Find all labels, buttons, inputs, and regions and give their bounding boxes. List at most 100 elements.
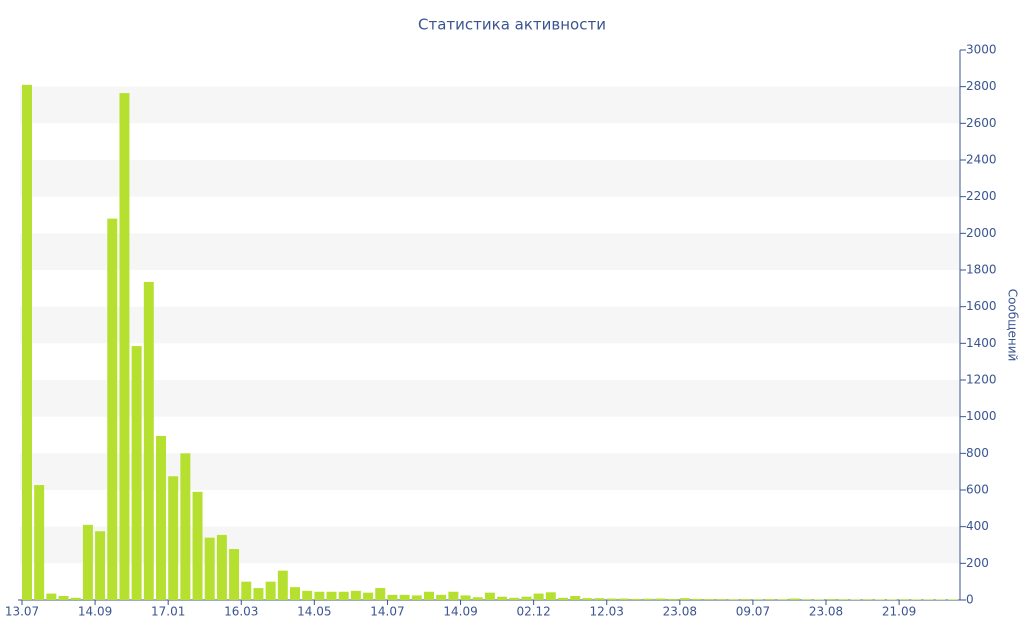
bar bbox=[338, 591, 349, 600]
bar bbox=[448, 591, 459, 600]
bar bbox=[180, 453, 191, 600]
bar bbox=[692, 598, 702, 600]
bar bbox=[229, 549, 240, 600]
bar bbox=[826, 599, 836, 600]
bar bbox=[631, 598, 642, 600]
bar bbox=[253, 588, 264, 600]
bar bbox=[34, 485, 45, 600]
bar bbox=[302, 590, 313, 600]
bar bbox=[789, 598, 800, 600]
bar bbox=[70, 597, 81, 600]
bar bbox=[570, 595, 581, 600]
bar bbox=[947, 599, 958, 600]
y-tick-label: 1000 bbox=[966, 409, 997, 423]
bar bbox=[752, 599, 763, 600]
bar bbox=[935, 599, 946, 600]
bar bbox=[740, 599, 751, 600]
bar bbox=[460, 595, 471, 600]
bar bbox=[399, 594, 410, 600]
x-tick-label: 14.05 bbox=[297, 605, 331, 619]
bar bbox=[667, 598, 678, 600]
x-tick-label: 17.01 bbox=[151, 605, 185, 619]
bar bbox=[472, 597, 483, 600]
bar bbox=[277, 570, 288, 600]
bar bbox=[82, 524, 93, 600]
bar bbox=[290, 587, 300, 600]
y-tick-label: 600 bbox=[966, 483, 989, 497]
bar bbox=[594, 598, 605, 600]
bar bbox=[533, 593, 544, 600]
y-tick-label: 200 bbox=[966, 556, 989, 570]
bar bbox=[424, 591, 434, 600]
y-tick-label: 1800 bbox=[966, 263, 997, 277]
x-tick-label: 12.03 bbox=[590, 605, 624, 619]
bar bbox=[728, 599, 739, 600]
y-tick-label: 1200 bbox=[966, 373, 997, 387]
bar bbox=[119, 93, 130, 600]
x-tick-label: 23.08 bbox=[809, 605, 843, 619]
bar bbox=[95, 531, 106, 600]
bar bbox=[375, 588, 386, 600]
y-tick-label: 2200 bbox=[966, 189, 997, 203]
grid-band bbox=[20, 233, 960, 270]
bar bbox=[679, 598, 690, 600]
bar bbox=[923, 599, 934, 600]
x-tick-label: 14.09 bbox=[443, 605, 477, 619]
bar bbox=[436, 594, 447, 600]
bar bbox=[350, 590, 361, 600]
bar bbox=[899, 599, 910, 600]
grid-band bbox=[20, 380, 960, 417]
bar bbox=[265, 581, 276, 600]
bar bbox=[655, 598, 666, 600]
y-tick-label: 2000 bbox=[966, 226, 997, 240]
y-tick-label: 400 bbox=[966, 519, 989, 533]
chart-title: Статистика активности bbox=[418, 16, 606, 34]
grid-band bbox=[20, 160, 960, 197]
bar bbox=[777, 599, 788, 600]
bar bbox=[886, 599, 897, 600]
bar bbox=[813, 599, 824, 600]
bar bbox=[582, 598, 593, 600]
bar bbox=[387, 594, 398, 600]
bar bbox=[643, 598, 654, 600]
bar bbox=[838, 599, 849, 600]
bar bbox=[168, 476, 179, 600]
bar bbox=[716, 599, 727, 600]
x-tick-label: 14.07 bbox=[370, 605, 404, 619]
y-tick-label: 1400 bbox=[966, 336, 997, 350]
bar bbox=[704, 599, 715, 600]
bar bbox=[558, 597, 568, 600]
x-tick-label: 23.08 bbox=[663, 605, 697, 619]
bar bbox=[241, 581, 252, 600]
bar bbox=[850, 599, 861, 600]
y-axis-title: Сообщений bbox=[1006, 289, 1020, 362]
bar bbox=[618, 598, 629, 600]
bar bbox=[411, 595, 422, 600]
x-tick-label: 02.12 bbox=[516, 605, 550, 619]
x-tick-label: 13.07 bbox=[5, 605, 39, 619]
y-tick-label: 2800 bbox=[966, 79, 997, 93]
bar bbox=[143, 281, 154, 600]
x-tick-label: 09.07 bbox=[736, 605, 770, 619]
bar bbox=[326, 591, 337, 600]
bar bbox=[314, 591, 325, 600]
grid-band bbox=[20, 306, 960, 344]
y-tick-label: 2600 bbox=[966, 116, 997, 130]
grid-band bbox=[20, 86, 960, 124]
y-tick-label: 1600 bbox=[966, 299, 997, 313]
bar bbox=[107, 218, 118, 600]
bar bbox=[606, 598, 617, 600]
bar bbox=[216, 534, 227, 600]
bar bbox=[862, 599, 873, 600]
y-tick-label: 3000 bbox=[966, 43, 997, 57]
bar bbox=[801, 599, 812, 600]
bar bbox=[204, 537, 215, 600]
x-tick-label: 14.09 bbox=[78, 605, 112, 619]
bar bbox=[22, 84, 32, 601]
x-tick-label: 21.09 bbox=[882, 605, 916, 619]
bar bbox=[765, 599, 776, 600]
y-tick-label: 800 bbox=[966, 446, 989, 460]
bar bbox=[363, 592, 374, 600]
bar bbox=[58, 595, 69, 600]
